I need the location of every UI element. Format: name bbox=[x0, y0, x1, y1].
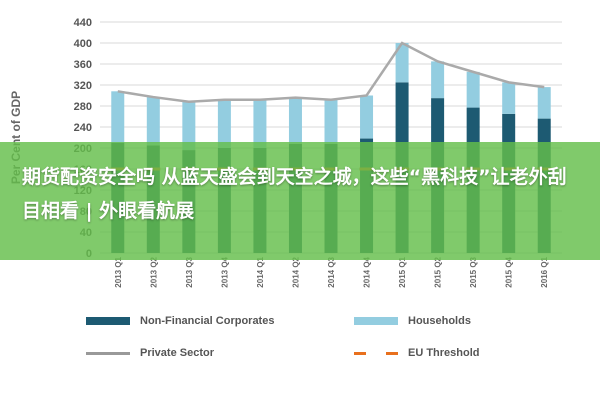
y-tick-label: 240 bbox=[74, 122, 92, 134]
overlay-banner[interactable] bbox=[0, 142, 600, 260]
y-tick-label: 320 bbox=[74, 80, 92, 92]
bar-households bbox=[217, 99, 231, 148]
overlay-banner-text[interactable]: 期货配资安全吗 从蓝天盛会到天空之城，这些“黑科技”让老外刮目相看 | 外眼看航… bbox=[22, 166, 567, 222]
y-tick-label: 440 bbox=[74, 17, 92, 29]
bar-households bbox=[288, 97, 302, 144]
bar-households bbox=[466, 71, 480, 108]
legend-item-private: Private Sector bbox=[86, 347, 214, 359]
legend-swatch-households bbox=[354, 317, 398, 325]
bar-households bbox=[324, 99, 338, 144]
line-private-sector bbox=[117, 41, 545, 104]
legend-label-private: Private Sector bbox=[140, 347, 214, 359]
x-tick-label: 2015 Q1 bbox=[398, 256, 407, 287]
bar-households bbox=[182, 101, 196, 151]
legend-item-households: Households bbox=[354, 315, 471, 327]
y-tick-label: 400 bbox=[74, 38, 92, 50]
bar-households bbox=[253, 99, 267, 148]
bar-households bbox=[146, 97, 160, 146]
x-tick-label: 2014 Q2 bbox=[291, 256, 300, 287]
x-tick-label: 2015 Q2 bbox=[434, 256, 443, 287]
legend-label-households: Households bbox=[408, 315, 471, 327]
x-tick-label: 2016 Q1 bbox=[540, 256, 549, 287]
y-tick-label: 280 bbox=[74, 101, 92, 113]
bar-households bbox=[360, 95, 374, 139]
legend-swatch-private bbox=[86, 351, 130, 355]
bar-households bbox=[111, 91, 125, 143]
x-tick-label: 2013 Q1 bbox=[114, 256, 123, 287]
legend-item-threshold: EU Threshold bbox=[354, 347, 480, 359]
bar-households bbox=[395, 43, 409, 83]
legend-swatch-threshold bbox=[354, 351, 398, 355]
x-tick-label: 2014 Q4 bbox=[363, 256, 372, 287]
x-tick-label: 2015 Q4 bbox=[505, 256, 514, 287]
x-tick-label: 2013 Q3 bbox=[185, 256, 194, 287]
y-tick-label: 360 bbox=[74, 59, 92, 71]
bar-households bbox=[502, 82, 516, 114]
x-tick-label: 2013 Q2 bbox=[149, 256, 158, 287]
legend-label-threshold: EU Threshold bbox=[408, 347, 480, 359]
x-tick-label: 2014 Q3 bbox=[327, 256, 336, 287]
bar-households bbox=[537, 87, 551, 119]
legend-item-corporates: Non-Financial Corporates bbox=[86, 315, 274, 327]
legend-swatch-corporates bbox=[86, 317, 130, 325]
x-tick-label: 2013 Q4 bbox=[220, 256, 229, 287]
legend-label-corporates: Non-Financial Corporates bbox=[140, 315, 275, 327]
bar-households bbox=[431, 61, 445, 99]
x-tick-label: 2015 Q3 bbox=[469, 256, 478, 287]
x-tick-label: 2014 Q1 bbox=[256, 256, 265, 287]
